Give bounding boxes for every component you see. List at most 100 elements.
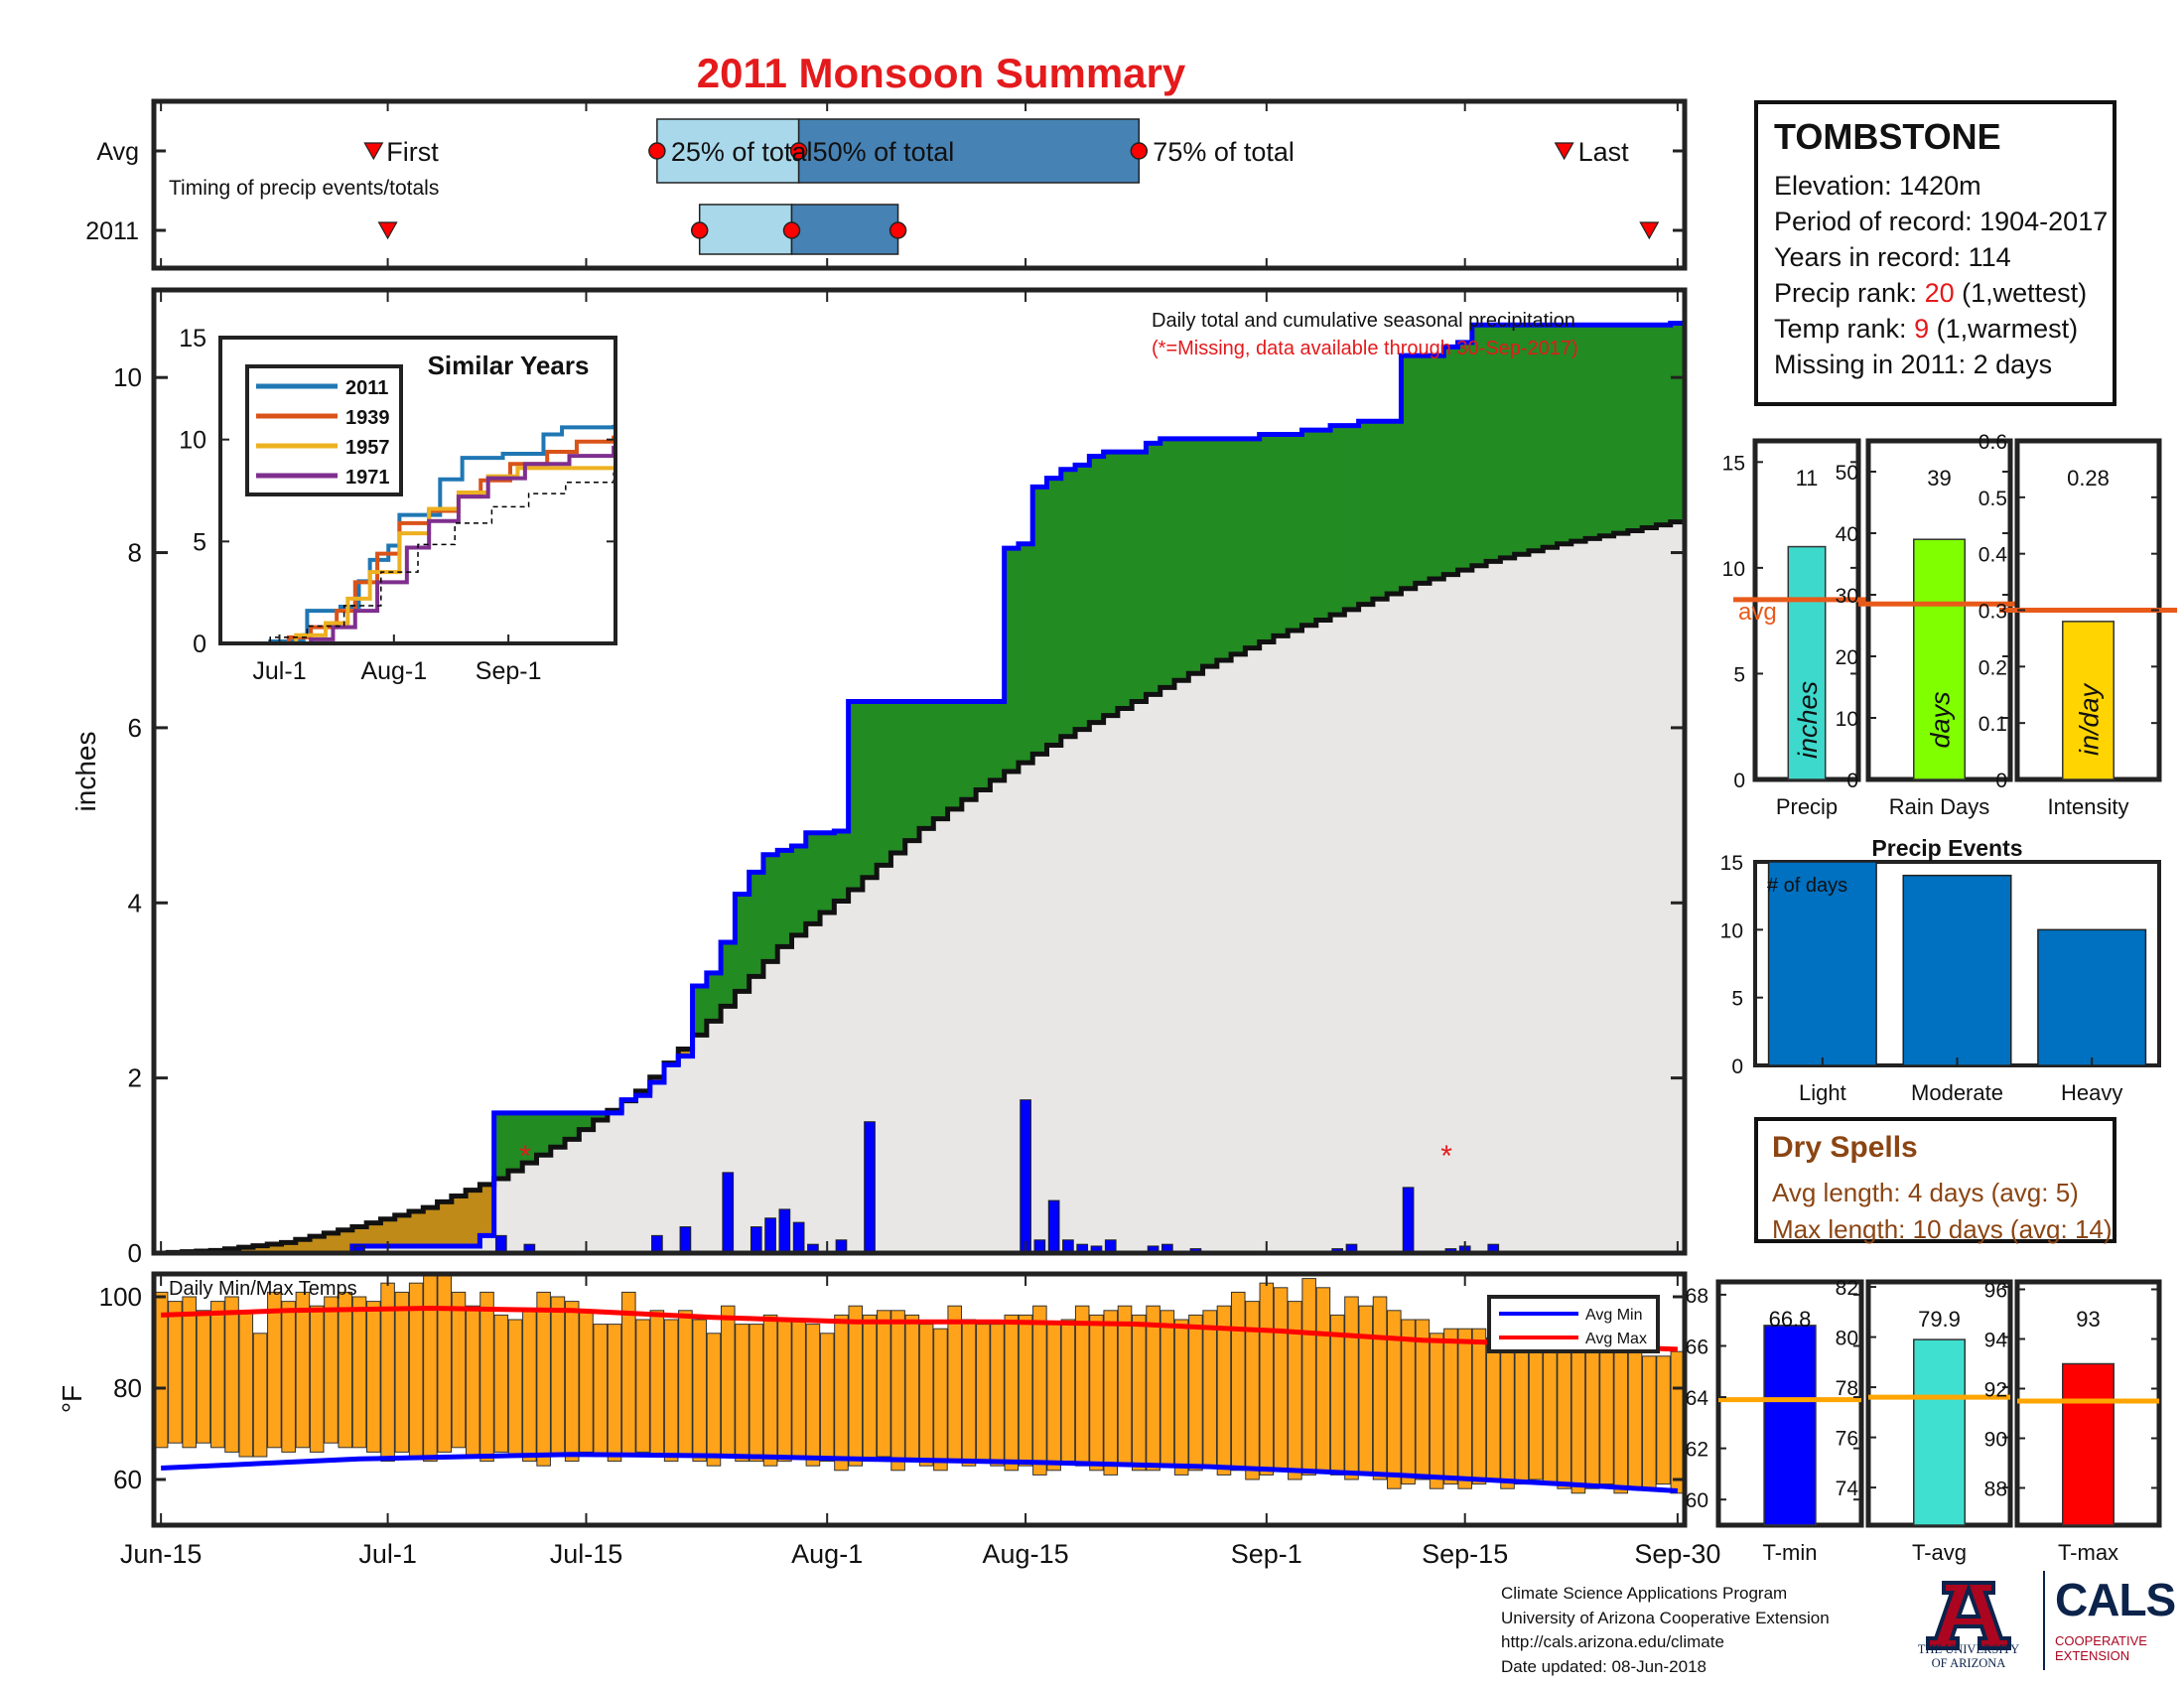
daily-temp-bar — [423, 1274, 438, 1463]
events-inner-label: # of days — [1767, 875, 1847, 897]
above-normal-area — [820, 832, 835, 913]
avg-min-line — [161, 1452, 1679, 1493]
temps-title: Daily Min/Max Temps — [169, 1278, 357, 1300]
x-category-label: Precip — [1776, 794, 1838, 819]
first-label: First — [386, 137, 439, 167]
timing-quantile-marker — [648, 142, 666, 160]
timing-quantile-marker — [1130, 142, 1149, 160]
below-normal-area — [409, 1211, 424, 1246]
above-normal-area — [1259, 434, 1275, 642]
y-axis-label: °F — [57, 1385, 87, 1413]
daily-temp-bar — [1584, 1333, 1600, 1489]
y-tick-label: 66 — [1686, 1336, 1708, 1358]
daily-temp-bar — [451, 1291, 467, 1449]
y-tick-label: 10 — [113, 362, 142, 392]
daily-temp-bar — [1245, 1301, 1260, 1480]
above-normal-area — [805, 832, 821, 924]
dry-spells-avg: Avg length: 4 days (avg: 5) — [1772, 1178, 2079, 1207]
daily-temp-bar — [1230, 1291, 1246, 1472]
above-normal-area — [1613, 325, 1629, 534]
above-normal-area — [721, 941, 736, 1007]
station-precip-rank: Precip rank: 20 (1,wettest) — [1774, 278, 2088, 308]
daily-temp-bar — [209, 1301, 225, 1449]
y-tick-label: 82 — [1836, 1277, 1858, 1300]
below-normal-area — [324, 1232, 340, 1253]
inset-y-tick-label: 0 — [193, 631, 206, 658]
below-normal-area — [678, 1049, 694, 1056]
cals-logo-text: CALS — [2055, 1574, 2176, 1625]
station-info-box: TOMBSTONE Elevation: 1420m Period of rec… — [1754, 100, 2116, 406]
above-normal-area — [536, 1112, 552, 1156]
legend-label: 2011 — [345, 377, 388, 399]
climatology-dashed-line — [218, 472, 617, 644]
daily-precip-bar — [494, 1234, 507, 1253]
above-normal-area — [1301, 430, 1317, 626]
legend-label: Avg Min — [1585, 1307, 1643, 1324]
y-tick-label: 0.5 — [1979, 488, 2007, 510]
x-tick-label: Jun-15 — [120, 1539, 203, 1569]
daily-temp-bar — [1103, 1310, 1119, 1476]
bar-value-label: 79.9 — [1918, 1307, 1961, 1332]
university-name-text: THE UNIVERSITY OF ARIZONA — [1917, 1642, 2020, 1670]
timing-last-marker — [1639, 221, 1660, 240]
y-tick-label: 0.2 — [1979, 656, 2007, 679]
above-normal-area — [692, 986, 708, 1036]
below-normal-area — [252, 1245, 268, 1253]
daily-temp-bar — [479, 1291, 494, 1463]
y-tick-label: 60 — [113, 1465, 142, 1494]
credit-line: Date updated: 08-Jun-2018 — [1501, 1656, 1706, 1676]
above-normal-area — [1018, 543, 1033, 764]
daily-precip-bar — [792, 1221, 805, 1253]
daily-temp-bar — [493, 1314, 509, 1453]
below-normal-area — [267, 1244, 283, 1253]
daily-temp-bar — [947, 1305, 962, 1463]
y-tick-label: 96 — [1984, 1280, 2007, 1303]
daily-precip-bar — [1020, 1099, 1031, 1253]
daily-temp-bar — [834, 1314, 849, 1472]
y-tick-label: 10 — [1722, 558, 1745, 581]
daily-temp-bar — [1146, 1305, 1160, 1472]
daily-temp-bar — [1485, 1336, 1501, 1480]
q75-label: 75% of total — [1153, 137, 1295, 167]
daily-precip-bar — [764, 1217, 776, 1253]
daily-temp-bar — [1656, 1355, 1671, 1485]
daily-temp-bar — [749, 1324, 764, 1463]
daily-temp-bar — [621, 1291, 636, 1458]
daily-temp-bar — [437, 1274, 452, 1453]
last-label: Last — [1578, 137, 1630, 167]
above-normal-area — [1599, 325, 1615, 536]
above-normal-area — [1557, 325, 1572, 544]
daily-precip-bar — [651, 1234, 663, 1253]
university-of-arizona-logo — [1926, 1581, 2011, 1650]
daily-temp-bar — [351, 1296, 367, 1449]
q25-label: 25% of total — [671, 137, 813, 167]
daily-temp-bar — [890, 1310, 905, 1472]
daily-temp-bar — [1018, 1314, 1033, 1467]
above-normal-area — [565, 1112, 580, 1140]
daily-temp-bar — [1443, 1328, 1458, 1485]
daily-temp-bar — [579, 1310, 594, 1453]
daily-temp-bar — [324, 1296, 339, 1444]
daily-temp-bar — [536, 1291, 551, 1467]
bar-value-label: 11 — [1796, 466, 1819, 491]
below-normal-area — [394, 1214, 410, 1246]
daily-temp-bar — [196, 1310, 211, 1444]
daily-temp-bar — [1074, 1305, 1090, 1467]
above-normal-area — [1231, 438, 1246, 654]
x-tick-label: Jul-15 — [550, 1539, 623, 1569]
daily-temp-bar — [1273, 1287, 1289, 1472]
daily-temp-bar — [877, 1310, 891, 1458]
daily-temp-bar — [1216, 1305, 1232, 1476]
above-normal-area — [848, 701, 864, 891]
above-normal-area — [1103, 452, 1119, 716]
summary-bar — [1787, 545, 1827, 780]
events-title: Precip Events — [1871, 835, 2022, 861]
daily-temp-bar — [281, 1301, 296, 1453]
inset-title: Similar Years — [428, 351, 590, 380]
above-normal-area — [1032, 487, 1048, 755]
daily-temp-bar — [522, 1310, 537, 1463]
above-normal-area — [735, 894, 751, 992]
y-tick-label: 68 — [1686, 1285, 1708, 1308]
above-normal-area — [1656, 325, 1672, 525]
credits: Climate Science Applications Program Uni… — [1501, 1582, 1830, 1679]
